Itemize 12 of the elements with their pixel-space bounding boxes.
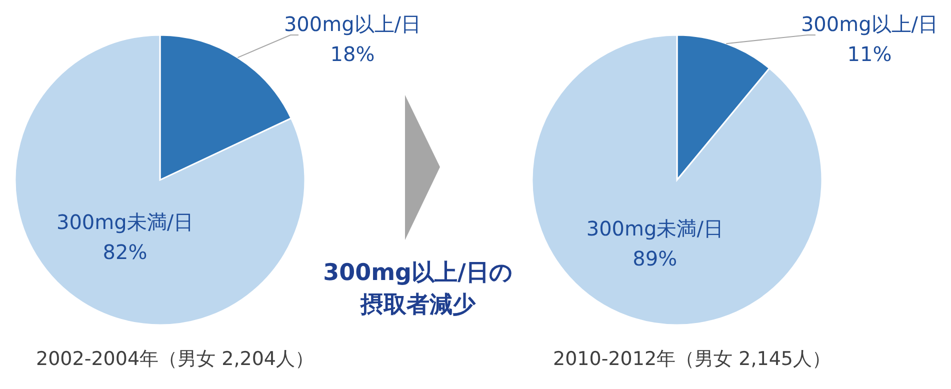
data-label: 82% <box>102 240 148 264</box>
data-label: 11% <box>847 42 892 66</box>
slice-label: 300mg以上/日 <box>284 12 422 36</box>
text: 2010-2012年（男女 2,145人） <box>553 348 831 370</box>
text: 摂取者減少 <box>360 292 476 318</box>
slice-label: 300mg未満/日 <box>586 216 724 240</box>
slice-label: 300mg以上/日 <box>800 12 938 36</box>
slice-label: 300mg未満/日 <box>56 210 194 234</box>
data-label: 89% <box>632 246 678 270</box>
text: 2002-2004年（男女 2,204人） <box>36 348 314 370</box>
data-label: 18% <box>330 42 375 66</box>
text: 300mg以上/日の <box>323 260 513 286</box>
